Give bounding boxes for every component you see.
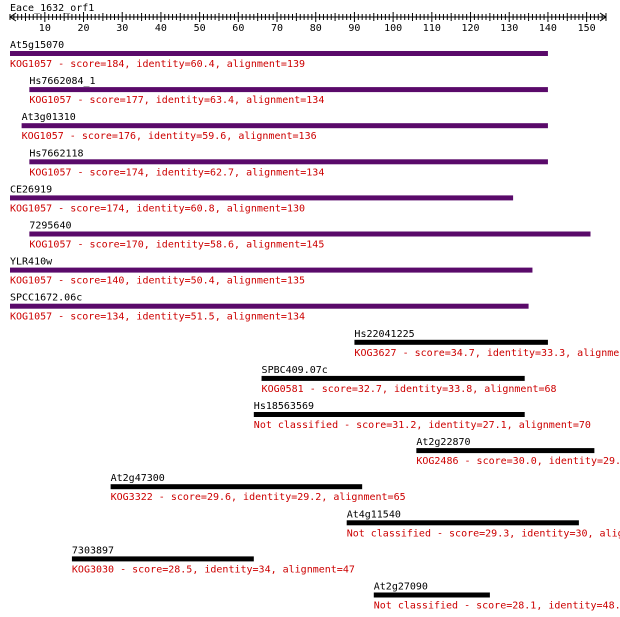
hit-bar[interactable] — [346, 520, 579, 526]
hit-bar[interactable] — [21, 123, 548, 129]
ruler-tick-label: 140 — [539, 23, 557, 34]
hit-name[interactable]: Hs7662084_1 — [29, 76, 95, 87]
ruler-tick-label: 80 — [310, 23, 322, 34]
hit-bar[interactable] — [29, 231, 591, 237]
ruler-tick-label: 30 — [116, 23, 128, 34]
hit-row: At2g27090 Not classified - score=28.1, id… — [373, 582, 620, 612]
hit-annotation[interactable]: KOG0581 - score=32.7, identity=33.8, ali… — [262, 384, 557, 395]
hit-name[interactable]: At2g22870 — [416, 437, 470, 448]
hit-row: Hs18563569 Not classified - score=31.2, i… — [253, 401, 591, 431]
hit-row: CE26919 KOG1057 - score=174, identity=60.… — [10, 184, 514, 214]
hit-annotation[interactable]: KOG1057 - score=174, identity=62.7, alig… — [29, 167, 324, 178]
hit-bar[interactable] — [71, 556, 254, 562]
hit-annotation[interactable]: KOG3627 - score=34.7, identity=33.3, ali… — [354, 348, 620, 359]
hit-row: At5g15070 KOG1057 - score=184, identity=6… — [10, 40, 548, 70]
ruler-right-arrow — [599, 12, 607, 22]
hit-annotation[interactable]: KOG3030 - score=28.5, identity=34, align… — [72, 564, 355, 575]
query-title: Eace_1632_orf1 — [10, 3, 94, 14]
hit-row: At4g11540 Not classified - score=29.3, id… — [346, 509, 620, 539]
hit-bar[interactable] — [373, 592, 490, 598]
hit-row: 7295640 KOG1057 - score=170, identity=58.… — [29, 221, 591, 251]
ruler-tick-label: 40 — [155, 23, 167, 34]
hit-row: SPCC1672.06c KOG1057 - score=134, identit… — [10, 293, 529, 323]
hit-annotation[interactable]: KOG3322 - score=29.6, identity=29.2, ali… — [111, 492, 406, 503]
hit-name[interactable]: At2g47300 — [111, 473, 165, 484]
hit-row: At2g47300 KOG3322 - score=29.6, identity=… — [110, 473, 406, 503]
hit-bar[interactable] — [10, 195, 514, 201]
hit-annotation[interactable]: KOG1057 - score=176, identity=59.6, alig… — [22, 131, 317, 142]
hit-bar[interactable] — [29, 159, 548, 165]
hit-name[interactable]: At3g01310 — [22, 112, 76, 123]
hit-bar[interactable] — [416, 448, 595, 454]
sequence-ruler: 10 20 30 40 50 60 70 80 90 100 110 120 130 140 150 — [9, 12, 607, 34]
hit-list: At5g15070 KOG1057 - score=184, identity=6… — [10, 40, 620, 612]
ruler-tick-label: 100 — [384, 23, 402, 34]
hit-name[interactable]: 7303897 — [72, 545, 114, 556]
hit-name[interactable]: SPBC409.07c — [262, 365, 328, 376]
hit-name[interactable]: YLR410w — [10, 257, 53, 268]
ruler-left-arrow — [9, 12, 17, 22]
ruler-tick-label: 90 — [348, 23, 360, 34]
hit-name[interactable]: SPCC1672.06c — [10, 293, 82, 304]
hit-row: YLR410w KOG1057 - score=140, identity=50.… — [10, 257, 533, 287]
ruler-tick-label: 20 — [78, 23, 90, 34]
hit-name[interactable]: Hs18563569 — [254, 401, 314, 412]
ruler-tick-label: 60 — [232, 23, 244, 34]
hit-bar[interactable] — [110, 484, 363, 490]
hit-bar[interactable] — [10, 267, 533, 273]
hit-annotation[interactable]: Not classified - score=31.2, identity=27… — [254, 420, 591, 431]
hit-row: Hs7662118 KOG1057 - score=174, identity=6… — [29, 148, 548, 178]
ruler-tick-label: 50 — [194, 23, 206, 34]
hit-annotation[interactable]: KOG1057 - score=174, identity=60.8, alig… — [10, 203, 305, 214]
hit-bar[interactable] — [10, 303, 529, 309]
ruler-tick-label: 10 — [39, 23, 51, 34]
hit-row: Hs22041225 KOG3627 - score=34.7, identity… — [354, 329, 620, 359]
ruler-tick-label: 130 — [500, 23, 518, 34]
hit-annotation[interactable]: KOG1057 - score=134, identity=51.5, alig… — [10, 312, 305, 323]
hit-name[interactable]: Hs22041225 — [354, 329, 414, 340]
hit-row: At3g01310 KOG1057 - score=176, identity=5… — [21, 112, 548, 142]
hit-bar[interactable] — [354, 339, 548, 345]
hit-name[interactable]: At2g27090 — [374, 582, 428, 593]
hit-name[interactable]: At4g11540 — [347, 509, 401, 520]
hit-name[interactable]: Hs7662118 — [29, 148, 83, 159]
ruler-tick-label: 150 — [578, 23, 596, 34]
hit-name[interactable]: 7295640 — [29, 221, 71, 232]
hit-annotation[interactable]: KOG2486 - score=30.0, identity=29.8, ali… — [416, 456, 620, 467]
ruler-tick-label: 110 — [423, 23, 441, 34]
hit-annotation[interactable]: Not classified - score=29.3, identity=30… — [347, 528, 620, 539]
hit-name[interactable]: At5g15070 — [10, 40, 64, 51]
hit-bar[interactable] — [29, 87, 548, 93]
ruler-tick-label: 120 — [461, 23, 479, 34]
hit-annotation[interactable]: KOG1057 - score=184, identity=60.4, alig… — [10, 59, 305, 70]
hit-bar[interactable] — [10, 51, 548, 56]
hit-annotation[interactable]: KOG1057 - score=177, identity=63.4, alig… — [29, 95, 324, 106]
hit-annotation[interactable]: KOG1057 - score=170, identity=58.6, alig… — [29, 240, 324, 251]
hit-annotation[interactable]: KOG1057 - score=140, identity=50.4, alig… — [10, 276, 305, 287]
hit-row: 7303897 KOG3030 - score=28.5, identity=34… — [71, 545, 355, 575]
hit-annotation[interactable]: Not classified - score=28.1, identity=48… — [374, 601, 620, 612]
hit-bar[interactable] — [261, 375, 525, 381]
hit-bar[interactable] — [253, 412, 525, 417]
ruler-tick-label: 70 — [271, 23, 283, 34]
hit-name[interactable]: CE26919 — [10, 184, 52, 195]
hit-row: At2g22870 KOG2486 - score=30.0, identity=… — [416, 437, 620, 467]
hit-row: SPBC409.07c KOG0581 - score=32.7, identit… — [261, 365, 557, 395]
hit-row: Hs7662084_1 KOG1057 - score=177, identity… — [29, 76, 548, 106]
